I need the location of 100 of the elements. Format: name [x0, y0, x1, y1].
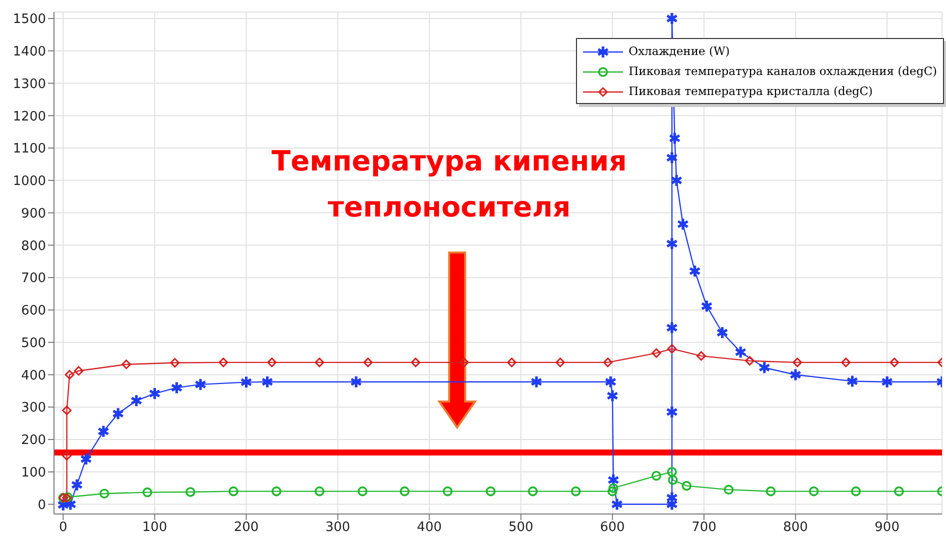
- point: [99, 488, 110, 498]
- point: [74, 366, 84, 376]
- point: [606, 388, 618, 403]
- legend-label: Пиковая температура каналов охлаждения (degC): [628, 63, 937, 80]
- point: [62, 406, 72, 416]
- x-tick-label: 200: [234, 520, 259, 536]
- y-tick-label: 200: [21, 433, 46, 448]
- point: [64, 370, 74, 380]
- point: [610, 497, 624, 512]
- legend-label: Охлаждение (W): [628, 43, 731, 60]
- point: [272, 486, 282, 496]
- x-tick-label: 500: [508, 520, 534, 536]
- y-tick-label: 900: [21, 206, 46, 222]
- point: [70, 478, 83, 492]
- y-tick-label: 500: [21, 336, 46, 351]
- point: [267, 358, 277, 368]
- point: [651, 470, 662, 481]
- point: [808, 486, 819, 496]
- point: [400, 486, 410, 496]
- point: [890, 358, 900, 368]
- x-tick-label: 900: [874, 520, 900, 536]
- point: [442, 486, 453, 496]
- point: [62, 450, 72, 460]
- point: [666, 12, 678, 26]
- y-tick-label: 300: [21, 400, 46, 416]
- point: [688, 264, 701, 278]
- y-tick-label: 1200: [12, 109, 46, 124]
- point: [218, 358, 228, 368]
- point: [528, 486, 538, 496]
- point: [667, 466, 677, 477]
- point: [122, 360, 132, 370]
- point: [700, 299, 713, 313]
- x-tick-label: 0: [59, 520, 68, 536]
- point: [789, 368, 802, 382]
- point: [766, 486, 776, 496]
- point: [716, 326, 728, 340]
- point: [228, 486, 238, 496]
- y-tick-label: 0: [38, 498, 46, 513]
- point: [410, 358, 420, 368]
- point: [530, 375, 543, 389]
- y-tick-label: 800: [21, 238, 46, 254]
- point: [314, 358, 324, 368]
- point: [792, 358, 802, 368]
- y-tick-label: 1100: [12, 142, 46, 157]
- point: [666, 236, 678, 250]
- point: [745, 356, 755, 366]
- point: [314, 486, 324, 496]
- point: [758, 360, 770, 374]
- point: [170, 358, 180, 368]
- point: [97, 424, 110, 438]
- point: [603, 358, 613, 368]
- x-tick-label: 300: [325, 520, 350, 536]
- point: [851, 486, 861, 496]
- point: [112, 406, 124, 420]
- point: [676, 217, 689, 231]
- point: [130, 394, 142, 408]
- point: [652, 348, 662, 358]
- point: [894, 486, 904, 496]
- point: [358, 486, 368, 496]
- point: [682, 480, 692, 491]
- y-tick-label: 100: [21, 466, 46, 481]
- legend-label: Пиковая температура кристалла (degC): [628, 83, 874, 100]
- point: [170, 380, 183, 394]
- point: [846, 374, 858, 388]
- y-tick-label: 1300: [12, 76, 46, 92]
- y-tick-label: 600: [21, 304, 46, 319]
- y-tick-label: 400: [21, 368, 46, 384]
- y-tick-label: 1000: [12, 174, 46, 190]
- point: [148, 386, 161, 400]
- ref-line-label: Температура кипения теплоносителя: [271, 144, 627, 224]
- x-tick-label: 600: [600, 520, 625, 536]
- point: [240, 375, 252, 389]
- point: [486, 486, 496, 496]
- x-tick-label: 800: [783, 520, 808, 536]
- point: [459, 358, 469, 368]
- point: [570, 486, 581, 496]
- point: [607, 473, 620, 487]
- point: [194, 378, 207, 392]
- point: [608, 486, 618, 496]
- point: [667, 344, 677, 354]
- point: [608, 483, 618, 493]
- point: [696, 351, 706, 361]
- point: [186, 487, 196, 497]
- point: [666, 405, 678, 419]
- point: [724, 484, 734, 495]
- point: [670, 174, 683, 188]
- point: [350, 375, 362, 389]
- point: [556, 358, 565, 368]
- point: [734, 345, 747, 359]
- point: [142, 487, 152, 498]
- point: [666, 150, 678, 165]
- x-tick-label: 100: [142, 520, 168, 536]
- x-tick-label: 400: [416, 520, 442, 536]
- point: [666, 320, 678, 335]
- point: [261, 375, 274, 389]
- point: [668, 475, 678, 485]
- point: [604, 375, 617, 389]
- point: [506, 358, 516, 368]
- x-tick-label: 700: [692, 520, 716, 536]
- point: [841, 358, 851, 368]
